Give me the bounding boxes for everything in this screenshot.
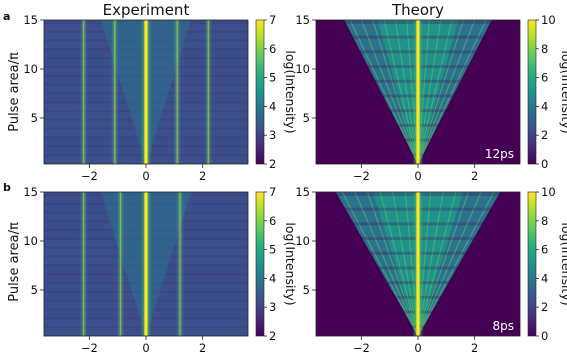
- sideband-ray: [379, 192, 419, 336]
- sideband-ray: [417, 192, 457, 336]
- colorbar-tick-label: 10: [541, 185, 556, 199]
- column-title-theory: Theory: [391, 1, 444, 19]
- x-tick-label: 0: [414, 169, 421, 183]
- central-spectral-line: [416, 192, 420, 336]
- heatmap-panel-a-experiment: −2 0 2 5 10 15 2 3 4 5 6 7 log(Intensity): [23, 13, 298, 183]
- pulse-duration-annotation: 12ps: [485, 147, 514, 161]
- central-spectral-line: [144, 192, 148, 336]
- y-tick-label: 10: [23, 62, 38, 76]
- x-tick-label: 0: [414, 341, 421, 355]
- x-tick-label: −2: [353, 169, 370, 183]
- sideband-ray: [372, 20, 419, 164]
- heatmap-panel-b-experiment: −2 0 2 5 10 15 2 3 4 5 6 7 log(Intensity): [23, 185, 298, 355]
- colorbar-tick-label: 6: [269, 42, 276, 56]
- colorbar-tick-label: 0: [541, 329, 548, 343]
- column-title-experiment: Experiment: [103, 1, 190, 19]
- colorbar-tick-label: 3: [269, 128, 276, 142]
- colorbar-tick-label: 8: [541, 214, 548, 228]
- y-tick-label: 15: [295, 13, 310, 27]
- colorbar: [255, 191, 265, 337]
- sideband-ray: [354, 192, 419, 336]
- side-spectral-line: [176, 192, 184, 336]
- panel-letter-a: a: [3, 10, 10, 23]
- y-tick-label: 15: [23, 13, 38, 27]
- x-tick-label: 2: [199, 341, 206, 355]
- side-spectral-line: [110, 20, 119, 164]
- y-tick-label: 15: [295, 185, 310, 199]
- y-tick-label: 10: [295, 62, 310, 76]
- x-tick-label: 0: [142, 169, 149, 183]
- y-tick-label: 10: [23, 234, 38, 248]
- colorbar-tick-label: 6: [541, 71, 548, 85]
- colorbar: [255, 19, 265, 165]
- colorbar-tick-label: 2: [269, 329, 276, 343]
- colorbar-tick-label: 5: [269, 243, 276, 257]
- colorbar: [527, 19, 537, 165]
- side-spectral-line: [116, 192, 125, 336]
- colorbar-tick-label: 6: [541, 243, 548, 257]
- x-tick-label: 2: [199, 169, 206, 183]
- side-spectral-line: [79, 192, 88, 336]
- x-tick-label: 2: [471, 341, 478, 355]
- colorbar-tick-label: 0: [541, 157, 548, 171]
- colorbar-tick-label: 4: [269, 99, 276, 113]
- x-tick-label: 0: [142, 341, 149, 355]
- x-tick-label: 2: [471, 169, 478, 183]
- sideband-ray: [366, 192, 419, 336]
- y-axis-label-bottom: Pulse area/π: [7, 222, 22, 302]
- heatmap-panel-b-theory: −2 0 2 5 10 15 8ps 0 2 4 6 8 10 log(Intensity): [295, 185, 567, 355]
- colorbar-tick-label: 7: [269, 185, 276, 199]
- side-spectral-line: [204, 20, 213, 164]
- colorbar-tick-label: 6: [269, 214, 276, 228]
- colorbar: [527, 191, 537, 337]
- colorbar-tick-label: 2: [541, 300, 548, 314]
- side-spectral-line: [173, 20, 182, 164]
- colorbar-tick-label: 5: [269, 71, 276, 85]
- colorbar-tick-label: 4: [541, 99, 548, 113]
- sideband-ray: [417, 192, 470, 336]
- colorbar-label: log(Intensity): [283, 50, 298, 133]
- colorbar-tick-label: 2: [541, 128, 548, 142]
- colorbar-tick-label: 2: [269, 157, 276, 171]
- colorbar-label: log(Intensity): [559, 50, 567, 133]
- colorbar-tick-label: 4: [541, 271, 548, 285]
- panel-letter-b: b: [3, 181, 11, 194]
- y-tick-label: 5: [303, 111, 310, 125]
- y-axis-label-top: Pulse area/π: [7, 52, 22, 132]
- x-tick-label: −2: [81, 341, 98, 355]
- y-tick-label: 5: [31, 111, 38, 125]
- sideband-ray: [417, 192, 495, 336]
- y-tick-label: 10: [295, 234, 310, 248]
- colorbar-label: log(Intensity): [559, 222, 567, 305]
- sideband-ray: [349, 20, 419, 164]
- sideband-ray: [417, 20, 464, 164]
- central-spectral-line: [416, 20, 420, 164]
- colorbar-label: log(Intensity): [283, 222, 298, 305]
- x-tick-label: −2: [81, 169, 98, 183]
- pulse-duration-annotation: 8ps: [492, 319, 514, 333]
- colorbar-tick-label: 3: [269, 300, 276, 314]
- colorbar-tick-label: 7: [269, 13, 276, 27]
- y-tick-label: 15: [23, 185, 38, 199]
- colorbar-tick-label: 4: [269, 271, 276, 285]
- sideband-ray: [360, 20, 419, 164]
- y-tick-label: 5: [303, 283, 310, 297]
- side-spectral-line: [79, 20, 88, 164]
- sideband-ray: [417, 20, 476, 164]
- heatmap-panel-a-theory: −2 0 2 5 10 15 12ps 0 2 4 6 8 10 log(Intensity): [295, 13, 567, 183]
- x-tick-label: −2: [353, 341, 370, 355]
- sideband-ray: [417, 192, 482, 336]
- sideband-ray: [341, 192, 419, 336]
- y-tick-label: 5: [31, 283, 38, 297]
- colorbar-tick-label: 8: [541, 42, 548, 56]
- central-spectral-line: [144, 20, 148, 164]
- colorbar-tick-label: 10: [541, 13, 556, 27]
- sideband-ray: [417, 20, 487, 164]
